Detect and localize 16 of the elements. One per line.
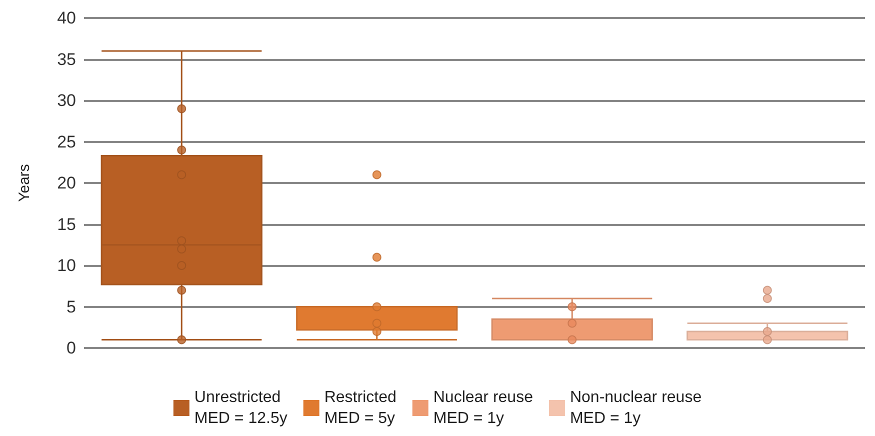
legend-label: Unrestricted MED = 12.5y [194, 389, 288, 427]
legend-label: Nuclear reuse MED = 1y [433, 389, 534, 427]
point [177, 335, 186, 344]
legend-label: Restricted MED = 5y [324, 389, 396, 427]
y-tick-label: 15 [57, 214, 76, 234]
point [177, 286, 186, 295]
y-tick-label: 30 [57, 91, 76, 110]
y-tick-label: 35 [57, 50, 76, 69]
y-tick-label: 0 [66, 338, 76, 358]
y-tick-label: 20 [57, 174, 76, 192]
y-tick-label: 40 [57, 8, 76, 28]
y-tick-label: 10 [57, 256, 76, 275]
legend-label: Non-nuclear reuse MED = 1y [570, 389, 702, 427]
y-axis-title: Years [16, 164, 33, 202]
y-tick-label: 25 [57, 132, 76, 152]
y-tick-label: 5 [66, 297, 76, 316]
